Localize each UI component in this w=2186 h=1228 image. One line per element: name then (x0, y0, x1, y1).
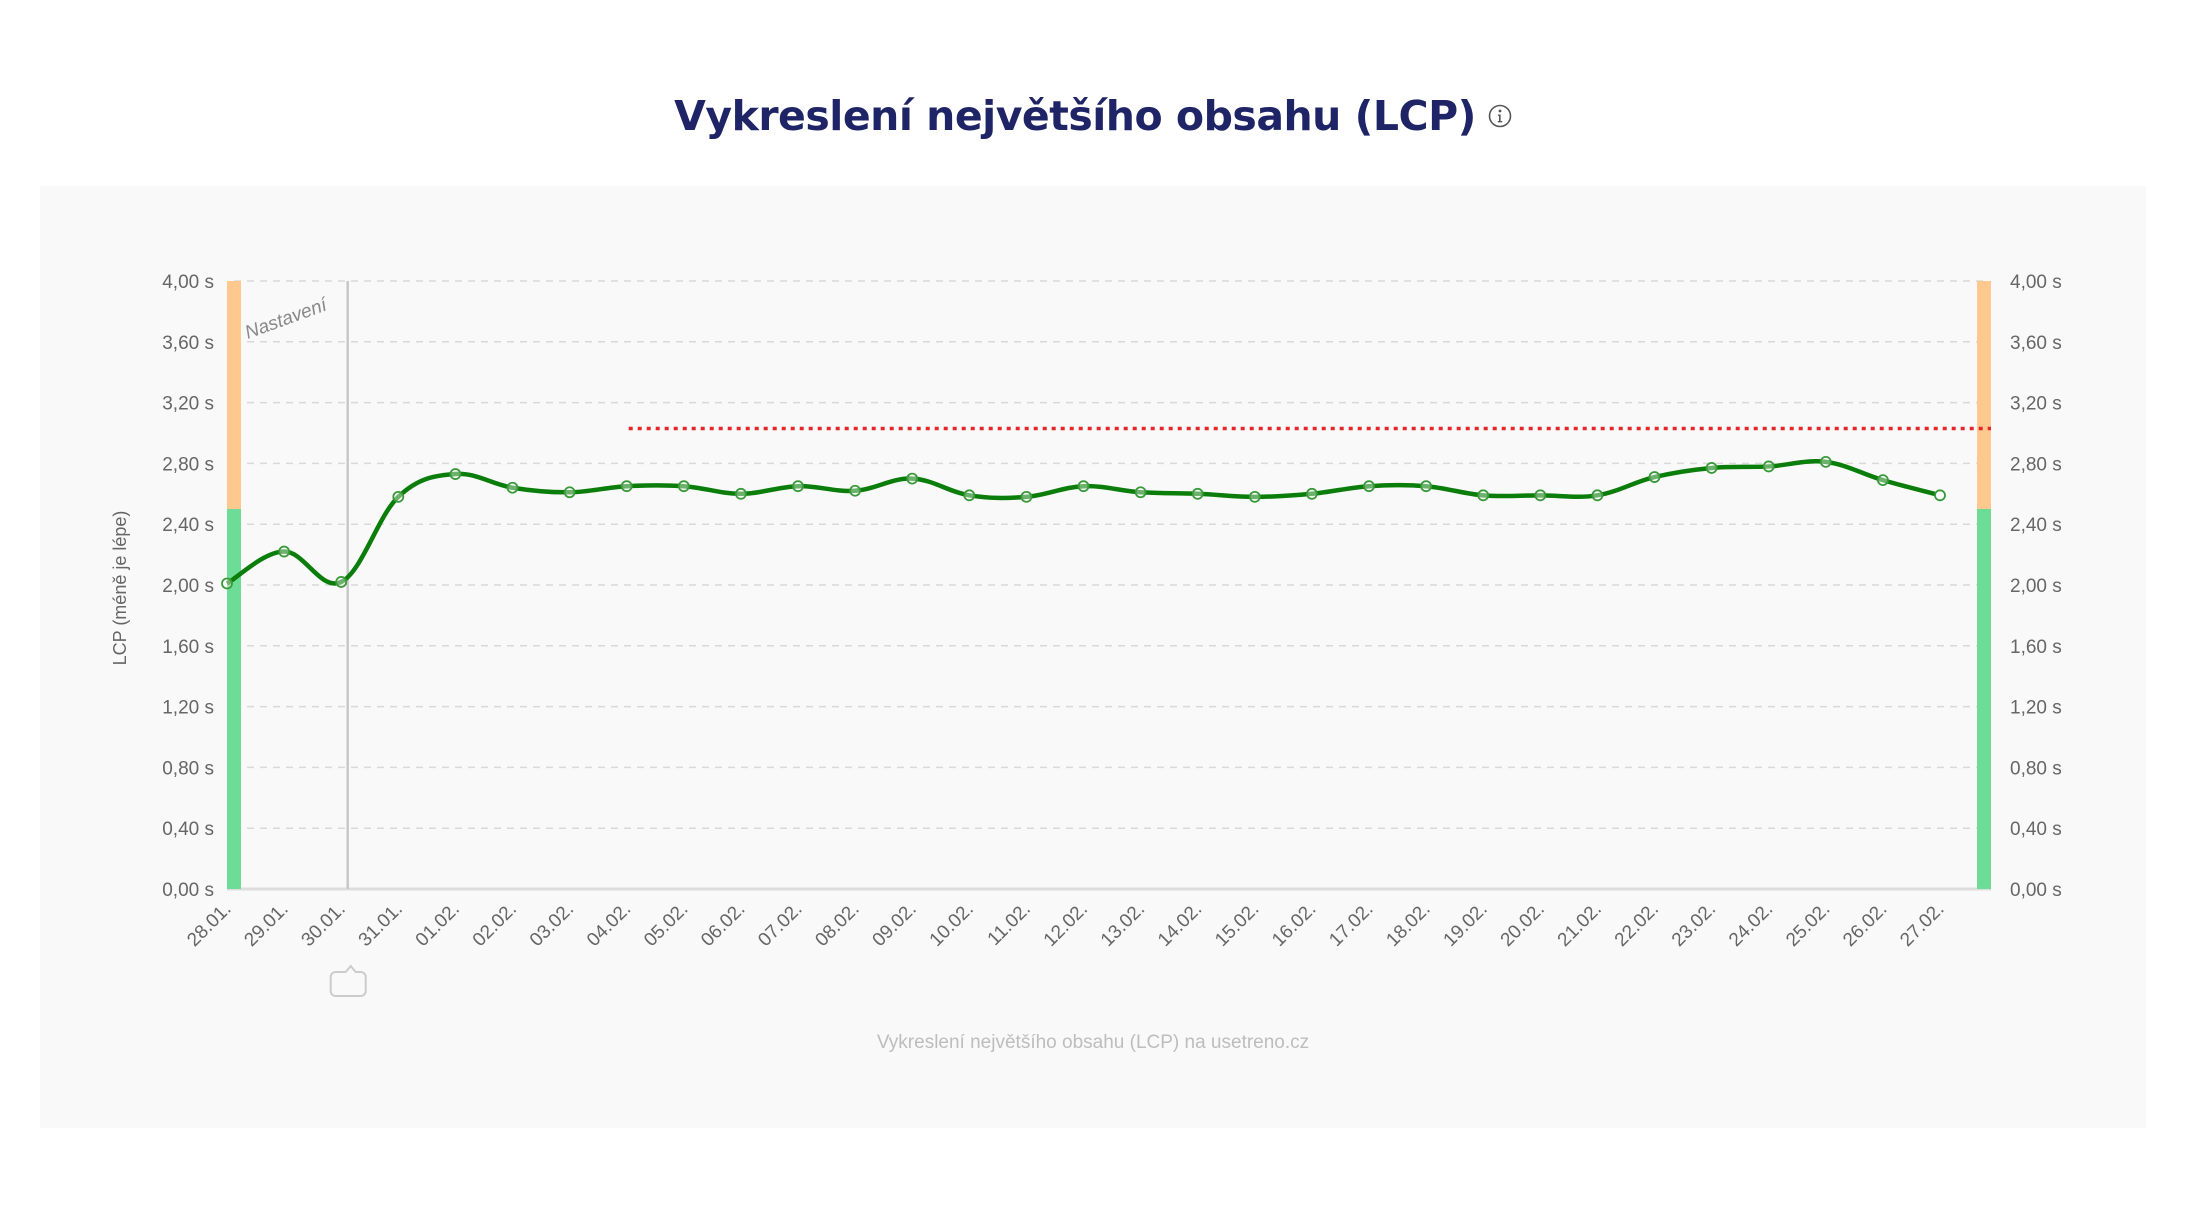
x-tick-label: 06.02. (697, 899, 749, 951)
x-tick-label: 03.02. (526, 899, 578, 951)
y-tick-left: 2,40 s (162, 515, 214, 536)
x-tick-label: 17.02. (1325, 899, 1377, 951)
annotation-label: Nastavení (242, 294, 331, 344)
y-tick-left: 0,40 s (162, 819, 214, 840)
page-title: Vykreslení největšího obsahu (LCP) (674, 92, 1476, 140)
x-tick-label: 25.02. (1782, 899, 1834, 951)
data-point[interactable] (449, 468, 462, 480)
chart-credit: Vykreslení největšího obsahu (LCP) na us… (876, 1032, 1310, 1053)
y-tick-right: 3,60 s (2010, 333, 2062, 354)
y-tick-left: 2,00 s (162, 576, 214, 597)
x-tick-label: 11.02. (984, 899, 1035, 950)
data-point[interactable] (1762, 460, 1775, 473)
data-point[interactable] (1191, 487, 1204, 500)
x-tick-label: 28.01. (183, 899, 235, 951)
x-tick-label: 13.02. (1097, 899, 1149, 951)
good-band (1977, 509, 1991, 889)
y-tick-left: 0,80 s (162, 758, 214, 779)
x-tick-label: 27.02. (1896, 899, 1948, 951)
data-point[interactable] (1877, 474, 1889, 487)
data-point[interactable] (1705, 462, 1718, 474)
data-point[interactable] (278, 545, 291, 558)
x-tick-label: 31.01. (355, 899, 407, 951)
data-point[interactable] (563, 486, 576, 499)
y-tick-left: 0,00 s (162, 880, 214, 901)
y-tick-left: 1,20 s (162, 698, 214, 719)
chart-panel (40, 186, 2146, 1128)
y-axis-title: LCP (méně je lépe) (110, 511, 130, 666)
x-tick-label: 23.02. (1668, 899, 1720, 951)
x-tick-label: 19.02. (1440, 899, 1492, 951)
data-point[interactable] (1363, 480, 1375, 493)
data-point[interactable] (906, 472, 919, 485)
y-tick-right: 1,20 s (2010, 698, 2062, 719)
data-point[interactable] (1134, 486, 1147, 499)
x-tick-label: 24.02. (1725, 899, 1777, 951)
data-point[interactable] (1420, 480, 1432, 493)
x-tick-label: 09.02. (869, 899, 921, 951)
speech-bubble-icon[interactable] (329, 964, 367, 997)
data-point[interactable] (620, 480, 633, 493)
data-point[interactable] (221, 577, 233, 590)
data-point[interactable] (1648, 471, 1661, 483)
chart-header: Vykreslení největšího obsahu (LCP) (0, 92, 2186, 140)
x-tick-label: 21.02. (1554, 899, 1606, 951)
data-point[interactable] (1534, 489, 1547, 502)
x-tick-label: 01.02. (412, 899, 464, 951)
x-tick-label: 16.02. (1268, 899, 1320, 951)
data-point[interactable] (1819, 455, 1832, 468)
data-point[interactable] (1306, 487, 1318, 500)
x-tick-label: 07.02. (754, 899, 806, 951)
y-tick-left: 3,20 s (162, 394, 214, 415)
needs-improvement-band (227, 281, 241, 509)
y-tick-right: 2,80 s (2010, 454, 2062, 475)
x-tick-label: 18.02. (1382, 899, 1434, 951)
x-tick-label: 29.01. (240, 899, 292, 951)
x-tick-label: 14.02. (1154, 899, 1206, 951)
x-tick-label: 15.02. (1211, 899, 1263, 951)
y-tick-right: 1,60 s (2010, 637, 2062, 658)
y-tick-right: 0,00 s (2010, 880, 2062, 901)
data-point[interactable] (506, 481, 519, 494)
y-tick-right: 2,40 s (2010, 515, 2062, 536)
data-point[interactable] (1077, 480, 1090, 493)
data-point[interactable] (1934, 489, 1946, 502)
x-tick-label: 22.02. (1611, 899, 1663, 951)
data-point[interactable] (1591, 489, 1604, 502)
data-point[interactable] (849, 484, 861, 497)
data-point[interactable] (1248, 490, 1261, 503)
y-tick-left: 4,00 s (162, 272, 214, 293)
data-point[interactable] (1020, 490, 1033, 503)
x-tick-label: 20.02. (1497, 899, 1549, 951)
x-tick-label: 10.02. (926, 899, 978, 951)
y-tick-right: 3,20 s (2010, 394, 2062, 415)
y-tick-right: 0,40 s (2010, 819, 2062, 840)
y-tick-left: 2,80 s (162, 454, 214, 475)
data-point[interactable] (1477, 489, 1490, 502)
good-band (227, 509, 241, 889)
lcp-series-line (225, 459, 1941, 586)
data-point[interactable] (735, 487, 747, 500)
y-tick-right: 0,80 s (2010, 758, 2062, 779)
data-point[interactable] (392, 490, 405, 503)
x-tick-label: 05.02. (640, 899, 692, 951)
data-point[interactable] (792, 480, 804, 493)
needs-improvement-band (1977, 281, 1991, 509)
data-point[interactable] (335, 576, 348, 588)
x-tick-label: 30.01. (298, 899, 350, 951)
x-tick-label: 08.02. (811, 899, 863, 951)
info-circle-icon[interactable] (1488, 104, 1512, 128)
y-tick-right: 4,00 s (2010, 272, 2062, 293)
y-tick-left: 1,60 s (162, 637, 214, 658)
x-tick-label: 02.02. (469, 899, 521, 951)
x-tick-label: 12.02. (1040, 899, 1092, 951)
x-tick-label: 26.02. (1839, 899, 1891, 951)
y-tick-right: 2,00 s (2010, 576, 2062, 597)
y-tick-left: 3,60 s (162, 333, 214, 354)
x-tick-label: 04.02. (583, 899, 635, 951)
data-point[interactable] (963, 489, 976, 502)
data-point[interactable] (677, 480, 690, 493)
